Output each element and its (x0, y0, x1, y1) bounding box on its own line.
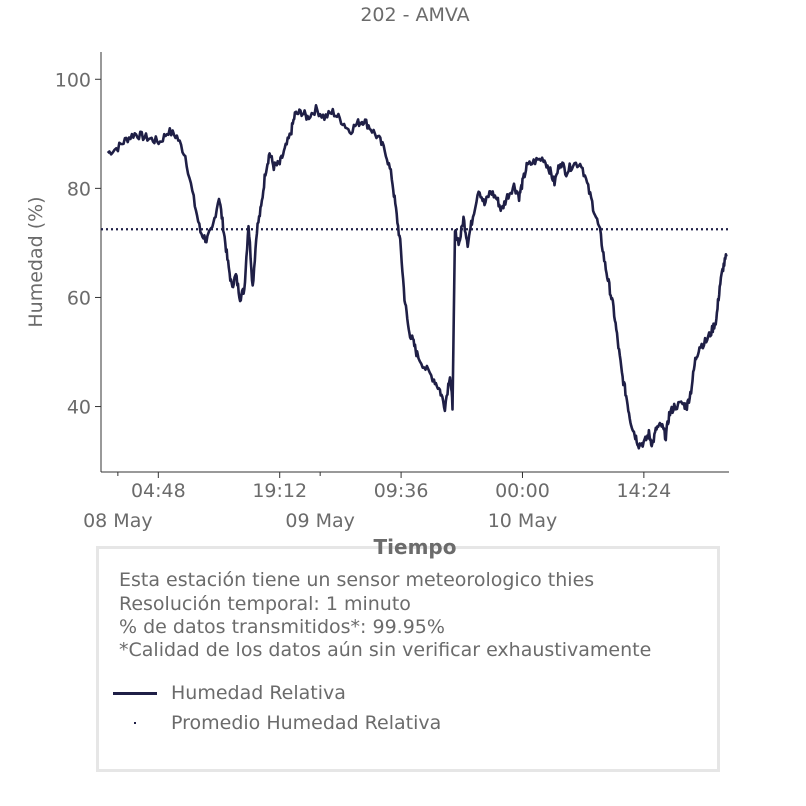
x-tick-label: 19:12 (252, 480, 307, 502)
chart-title: 202 - AMVA (360, 4, 469, 26)
x-tick-label: 14:24 (616, 480, 671, 502)
x-axis-label: Tiempo (373, 535, 457, 559)
x-tick-label: 09:36 (374, 480, 429, 502)
legend-label: Promedio Humedad Relativa (171, 712, 442, 734)
y-tick-label: 100 (55, 69, 91, 91)
info-line-sensor: Esta estación tiene un sensor meteorolog… (119, 569, 595, 591)
legend-label: Humedad Relativa (171, 682, 346, 704)
info-line-quality-note: *Calidad de los datos aún sin verificar … (119, 639, 652, 661)
y-tick-label: 60 (67, 287, 91, 309)
x-day-label: 09 May (285, 510, 355, 532)
x-day-label: 08 May (83, 510, 153, 532)
legend-dot-marker (111, 711, 157, 735)
info-line-resolution: Resolución temporal: 1 minuto (119, 593, 411, 615)
humidity-chart: 202 - AMVA 04:48 19:12 09:36 00:00 14:24 08 M… (25, 4, 729, 532)
y-axis-ticks: 40 60 80 100 (55, 69, 101, 419)
y-tick-label: 80 (67, 178, 91, 200)
humidity-series-line (106, 104, 728, 450)
x-axis-ticks: 04:48 19:12 09:36 00:00 14:24 08 May 09 May 10 … (83, 472, 671, 532)
info-legend-box: Esta estación tiene un sensor meteorolog… (96, 546, 720, 772)
axes (100, 52, 729, 473)
series-layer (101, 104, 729, 450)
legend-item-humedad: Humedad Relativa (111, 681, 346, 705)
x-tick-label: 00:00 (495, 480, 550, 502)
legend-line-marker (111, 681, 157, 705)
y-tick-label: 40 (67, 397, 91, 419)
y-axis-label: Humedad (%) (25, 196, 47, 327)
x-tick-label: 04:48 (131, 480, 186, 502)
info-line-transmitted: % de datos transmitidos*: 99.95% (119, 616, 445, 638)
x-day-label: 10 May (488, 510, 558, 532)
legend-item-promedio: Promedio Humedad Relativa (111, 711, 441, 735)
